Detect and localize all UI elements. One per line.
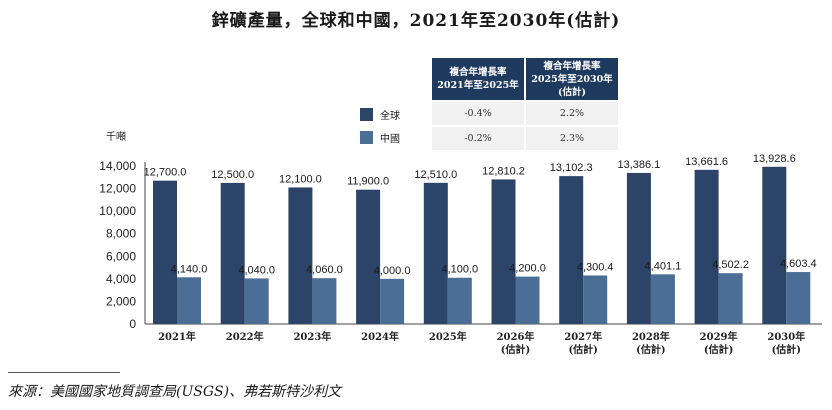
- data-label-global: 13,661.6: [685, 156, 728, 168]
- data-label-global: 13,102.3: [550, 162, 593, 174]
- bar-global: [559, 176, 584, 324]
- y-tick-label: 12,000: [99, 182, 136, 196]
- y-axis-unit: 千噸: [106, 132, 126, 143]
- bar-china: [650, 274, 675, 324]
- x-tick-label: 2022年: [226, 330, 264, 343]
- data-label-global: 11,900.0: [347, 176, 389, 188]
- y-tick-label: 14,000: [99, 159, 136, 173]
- cagr-china-2021-2025: -0.2%: [430, 125, 525, 150]
- chart-title: 鋅礦產量，全球和中國，2021年至2030年(估計): [211, 11, 621, 31]
- y-tick-label: 10,000: [99, 204, 136, 218]
- x-tick-label: (估計): [501, 343, 530, 356]
- data-label-china: 4,300.4: [577, 261, 614, 273]
- bar-global: [220, 182, 245, 324]
- cagr-china-2025-2030: 2.3%: [524, 125, 618, 150]
- legend-swatch-global: [360, 108, 373, 121]
- y-tick-label: 0: [129, 317, 136, 331]
- data-label-global: 13,928.6: [753, 153, 796, 165]
- bar-global: [694, 169, 719, 324]
- source-divider: [8, 372, 120, 373]
- x-tick-label: 2027年: [564, 330, 602, 343]
- bar-china: [786, 272, 811, 324]
- source-note: 來源：美國國家地質調查局(USGS)、弗若斯特沙利文: [8, 384, 342, 400]
- bar-china: [583, 275, 608, 324]
- data-label-global: 12,100.0: [279, 173, 322, 185]
- bar-global: [762, 166, 787, 324]
- legend-swatch-china: [360, 131, 373, 144]
- data-label-china: 4,603.4: [780, 258, 817, 270]
- y-tick-label: 2,000: [106, 294, 136, 308]
- bar-global: [288, 187, 313, 324]
- x-tick-label: 2030年: [767, 330, 805, 343]
- y-tick-label: 4,000: [106, 272, 136, 286]
- data-label-china: 4,200.0: [509, 263, 546, 275]
- x-tick-label: 2021年: [158, 330, 196, 343]
- x-tick-label: 2024年: [361, 330, 399, 343]
- bar-china: [447, 277, 472, 324]
- legend-label-global: 全球: [380, 111, 400, 122]
- x-tick-label: (估計): [704, 343, 733, 356]
- bar-global: [626, 172, 651, 324]
- bar-china: [718, 273, 743, 324]
- data-label-global: 12,700.0: [144, 167, 187, 179]
- bar-china: [177, 277, 201, 324]
- data-label-china: 4,000.0: [374, 265, 411, 277]
- bar-china: [515, 276, 540, 324]
- x-tick-label: (估計): [568, 343, 597, 356]
- x-tick-label: 2026年: [497, 330, 535, 343]
- legend-label-china: 中國: [380, 134, 400, 145]
- x-tick-label: (估計): [636, 343, 665, 356]
- x-tick-label: 2029年: [700, 330, 738, 343]
- y-tick-label: 8,000: [106, 227, 136, 241]
- bar-global: [356, 189, 381, 324]
- data-label-china: 4,040.0: [238, 264, 275, 276]
- cagr-header-2025-2030: 複合年增長率 2025年至2030年 (估計): [524, 58, 618, 101]
- x-tick-label: 2025年: [429, 330, 467, 343]
- x-tick-label: 2023年: [293, 330, 331, 343]
- data-label-china: 4,502.2: [712, 259, 749, 271]
- data-label-china: 4,401.1: [645, 260, 682, 272]
- bar-china: [380, 278, 405, 324]
- x-tick-label: (估計): [772, 343, 801, 356]
- bar-global: [491, 179, 516, 324]
- data-label-china: 4,060.0: [306, 264, 343, 276]
- x-tick-label: 2028年: [632, 330, 670, 343]
- data-label-china: 4,140.0: [171, 263, 208, 275]
- cagr-table: 複合年增長率 2021年至2025年 複合年增長率 2025年至2030年 (估計) …: [430, 58, 618, 150]
- data-label-global: 13,386.1: [617, 159, 660, 171]
- legend-china: 中國: [360, 130, 400, 145]
- y-tick-label: 6,000: [106, 249, 136, 263]
- bar-china: [312, 278, 337, 324]
- bar-china: [244, 278, 269, 324]
- legend-global: 全球: [360, 107, 400, 122]
- cagr-global-2025-2030: 2.2%: [524, 100, 618, 126]
- cagr-global-2021-2025: -0.4%: [430, 100, 525, 126]
- cagr-header-2021-2025: 複合年增長率 2021年至2025年: [430, 58, 525, 101]
- data-label-china: 4,100.0: [441, 264, 478, 276]
- data-label-global: 12,810.2: [482, 165, 525, 177]
- data-label-global: 12,500.0: [211, 169, 254, 181]
- bar-global: [423, 182, 448, 324]
- data-label-global: 12,510.0: [414, 169, 457, 181]
- bar-global: [153, 180, 177, 324]
